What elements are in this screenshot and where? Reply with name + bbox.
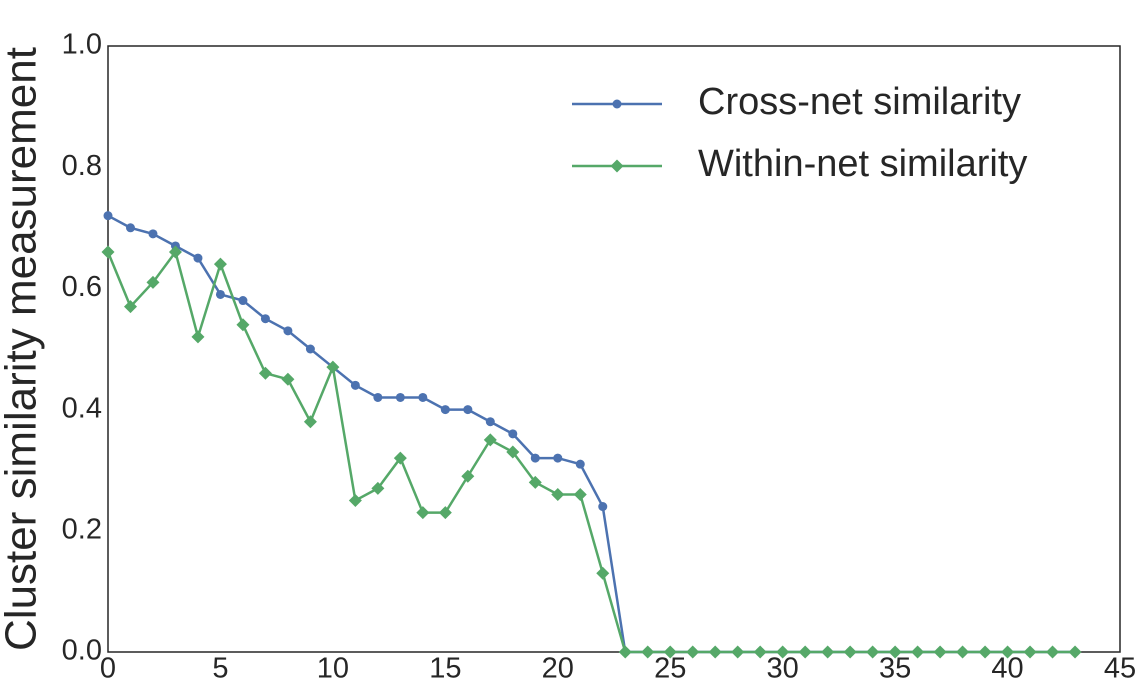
data-point [508, 429, 518, 439]
data-point [978, 645, 992, 659]
data-point [350, 380, 360, 390]
data-point [416, 506, 430, 520]
data-point [933, 645, 947, 659]
data-point [598, 502, 608, 512]
data-point [866, 645, 880, 659]
x-tick-label: 5 [212, 653, 228, 685]
y-axis-label: Cluster similarity measurement [0, 47, 46, 651]
data-point [213, 257, 227, 271]
data-point [1023, 645, 1037, 659]
x-tick-label: 10 [317, 653, 349, 685]
data-point [395, 392, 405, 402]
data-point [418, 392, 428, 402]
data-point [530, 453, 540, 463]
data-point [798, 645, 812, 659]
data-point [553, 453, 563, 463]
data-point [123, 300, 137, 314]
y-tick-label: 0.6 [62, 271, 102, 303]
data-point [440, 405, 450, 415]
data-point [103, 211, 113, 221]
data-point [191, 330, 205, 344]
data-point [168, 245, 182, 259]
data-point [753, 645, 767, 659]
data-point [843, 645, 857, 659]
x-tick-label: 20 [542, 653, 574, 685]
data-point [326, 360, 340, 374]
data-point [731, 645, 745, 659]
data-point [1001, 645, 1015, 659]
data-point [776, 645, 790, 659]
data-point [236, 318, 250, 332]
plot-frame [107, 45, 1121, 653]
data-point [618, 645, 632, 659]
y-tick-label: 0.0 [62, 635, 102, 667]
y-tick-label: 0.8 [62, 150, 102, 182]
data-point [461, 469, 475, 483]
series-line [106, 249, 1076, 654]
x-tick-label: 0 [100, 653, 116, 685]
data-point [283, 326, 293, 336]
data-point [575, 459, 585, 469]
data-point [641, 645, 655, 659]
legend-marker [610, 159, 624, 173]
data-point [373, 392, 383, 402]
y-tick-label: 1.0 [62, 29, 102, 61]
data-point [1068, 645, 1082, 659]
data-point [956, 645, 970, 659]
data-point [238, 296, 248, 306]
data-point [215, 289, 225, 299]
x-tick-label: 45 [1104, 653, 1136, 685]
data-point [148, 229, 158, 239]
data-point [260, 314, 270, 324]
data-point [483, 433, 497, 447]
data-point [125, 223, 135, 233]
data-point [708, 645, 722, 659]
data-point [821, 645, 835, 659]
data-point [485, 417, 495, 427]
y-tick-label: 0.2 [62, 513, 102, 545]
data-point [393, 451, 407, 465]
legend-label: Within-net similarity [698, 143, 1027, 185]
data-point [101, 245, 115, 259]
data-point [463, 405, 473, 415]
data-point [438, 506, 452, 520]
legend-label: Cross-net similarity [698, 81, 1021, 123]
legend-marker [612, 99, 622, 109]
data-point [596, 566, 610, 580]
data-point [371, 481, 385, 495]
x-tick-label: 15 [429, 653, 461, 685]
data-point [888, 645, 902, 659]
data-point [303, 415, 317, 429]
data-point [193, 253, 203, 263]
data-point [911, 645, 925, 659]
data-point [686, 645, 700, 659]
data-point [506, 445, 520, 459]
data-point [1046, 645, 1060, 659]
data-point [305, 344, 315, 354]
data-point [551, 487, 565, 501]
data-point [146, 275, 160, 289]
data-point [281, 372, 295, 386]
data-point [573, 487, 587, 501]
data-point [348, 494, 362, 507]
data-point [258, 366, 272, 380]
series-line [107, 214, 1076, 654]
y-tick-label: 0.4 [62, 392, 102, 424]
data-point [528, 475, 542, 489]
data-point [663, 645, 677, 659]
